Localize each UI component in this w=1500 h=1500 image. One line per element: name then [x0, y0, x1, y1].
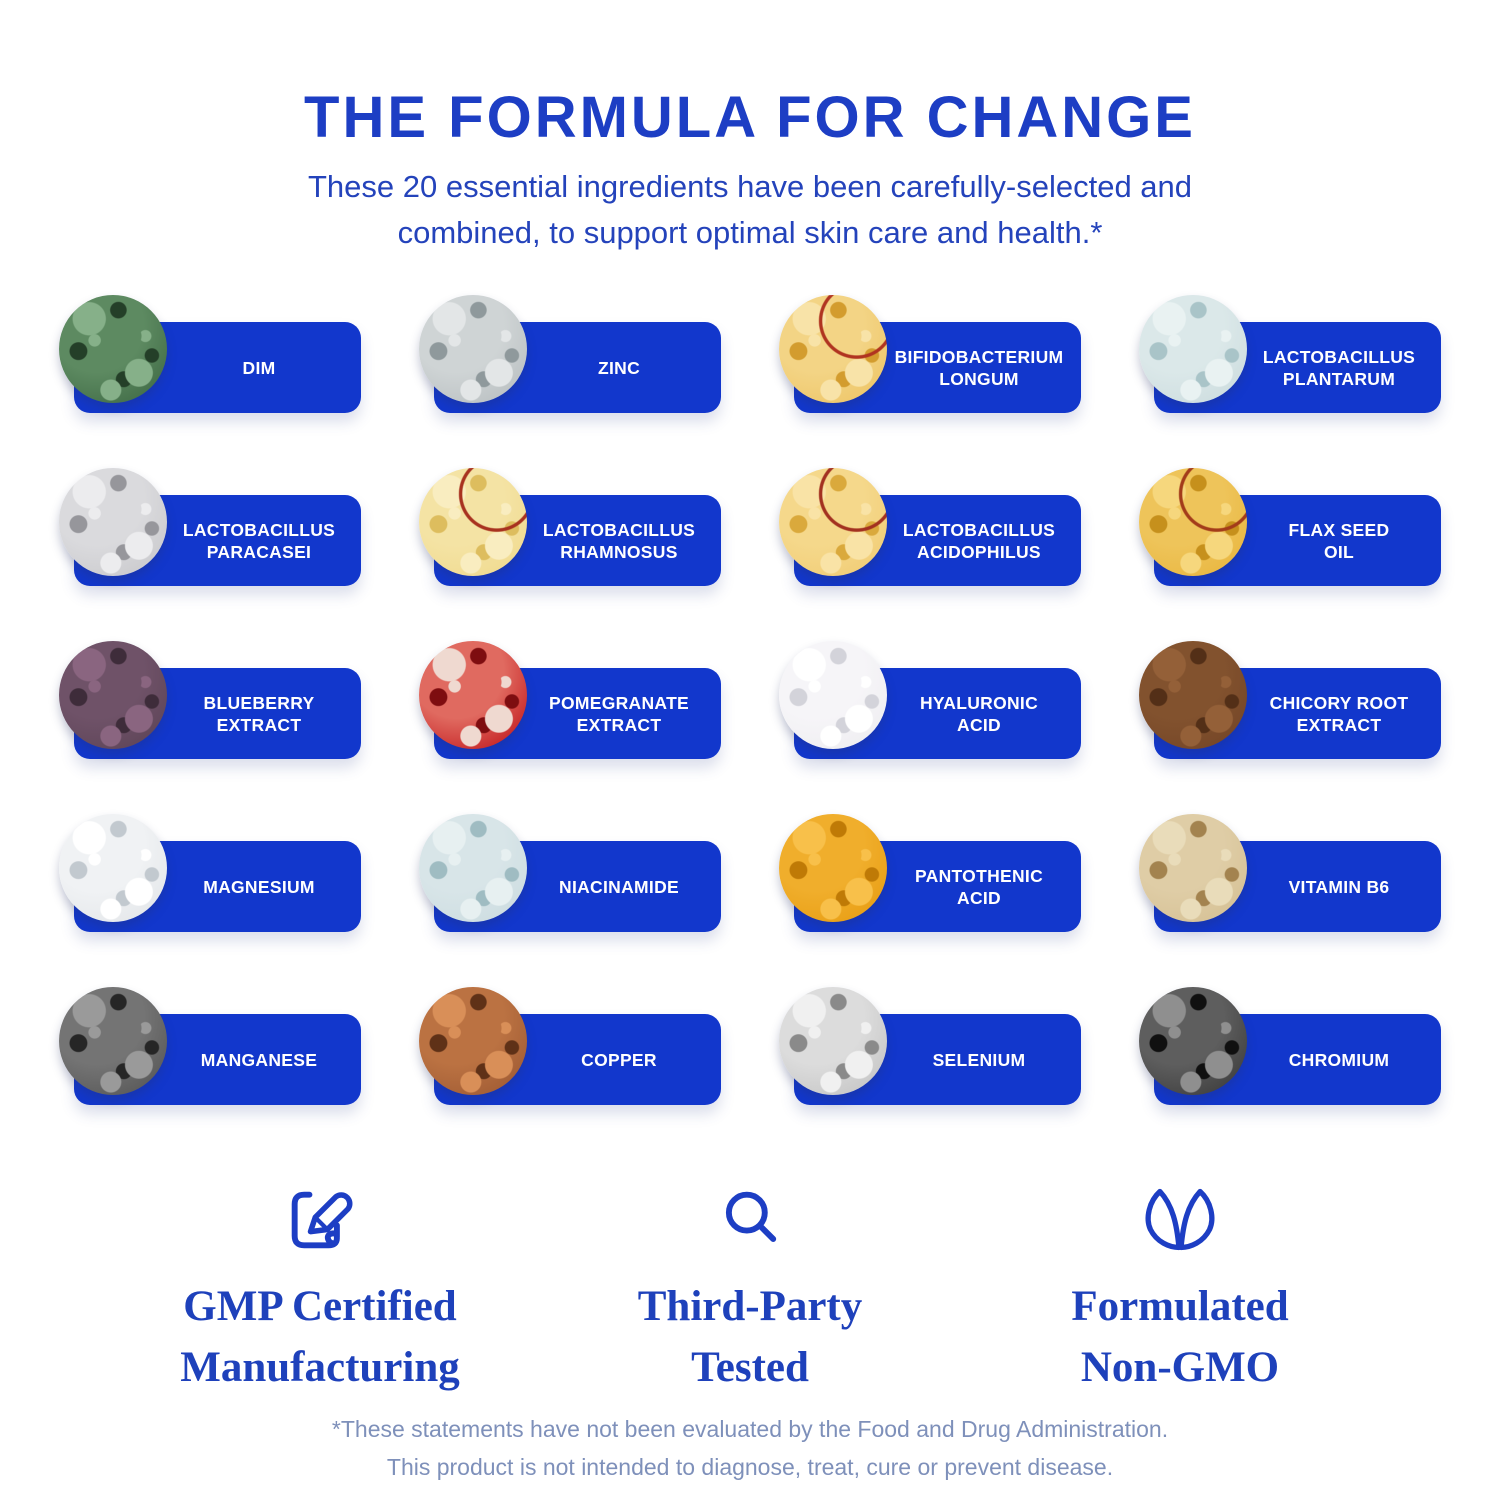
copper-label: COPPER — [581, 1049, 657, 1070]
chicory-root-extract-label: CHICORY ROOT EXTRACT — [1269, 692, 1409, 735]
vitamin-b6-image — [1139, 814, 1247, 922]
dim-card: DIM — [59, 295, 389, 440]
lactobacillus-plantarum-label: LACTOBACILLUS PLANTARUM — [1262, 346, 1416, 389]
selenium-label: SELENIUM — [932, 1049, 1026, 1070]
badge-formulated-non-gmo-label: Formulated Non-GMO — [1071, 1283, 1289, 1392]
zinc-image — [419, 295, 527, 403]
vitamin-b6-card: VITAMIN B6 — [1139, 814, 1469, 959]
manganese-image — [59, 987, 167, 1095]
lactobacillus-rhamnosus-card: LACTOBACILLUS RHAMNOSUS — [419, 468, 749, 613]
selenium-image — [779, 987, 887, 1095]
chromium-card: CHROMIUM — [1139, 987, 1469, 1132]
badge-gmp-certified: GMP Certified Manufacturing — [150, 1182, 490, 1398]
hyaluronic-acid-card: HYALURONIC ACID — [779, 641, 1109, 786]
lactobacillus-paracasei-card: LACTOBACILLUS PARACASEI — [59, 468, 389, 613]
copper-card: COPPER — [419, 987, 749, 1132]
chicory-root-extract-image — [1139, 641, 1247, 749]
badge-formulated-non-gmo: Formulated Non-GMO — [1010, 1182, 1350, 1398]
bifidobacterium-longum-card: BIFIDOBACTERIUM LONGUM — [779, 295, 1109, 440]
lactobacillus-acidophilus-label: LACTOBACILLUS ACIDOPHILUS — [902, 519, 1056, 562]
badge-gmp-certified-label: GMP Certified Manufacturing — [180, 1283, 460, 1392]
niacinamide-image — [419, 814, 527, 922]
blueberry-extract-label: BLUEBERRY EXTRACT — [203, 692, 315, 735]
badge-third-party-tested: Third-Party Tested — [580, 1182, 920, 1398]
flax-seed-oil-image — [1139, 468, 1247, 576]
niacinamide-label: NIACINAMIDE — [559, 876, 679, 897]
pomegranate-extract-label: POMEGRANATE EXTRACT — [548, 692, 690, 735]
chicory-root-extract-card: CHICORY ROOT EXTRACT — [1139, 641, 1469, 786]
hyaluronic-acid-image — [779, 641, 887, 749]
pantothenic-acid-card: PANTOTHENIC ACID — [779, 814, 1109, 959]
lactobacillus-paracasei-label: LACTOBACILLUS PARACASEI — [182, 519, 336, 562]
bifidobacterium-longum-image — [779, 295, 887, 403]
lactobacillus-plantarum-image — [1139, 295, 1247, 403]
flax-seed-oil-card: FLAX SEED OIL — [1139, 468, 1469, 613]
chromium-image — [1139, 987, 1247, 1095]
magnesium-card: MAGNESIUM — [59, 814, 389, 959]
page-title: THE FORMULA FOR CHANGE — [304, 85, 1196, 150]
dim-image — [59, 295, 167, 403]
chromium-label: CHROMIUM — [1288, 1049, 1390, 1070]
pomegranate-extract-image — [419, 641, 527, 749]
lactobacillus-rhamnosus-label: LACTOBACILLUS RHAMNOSUS — [542, 519, 696, 562]
lactobacillus-rhamnosus-image — [419, 468, 527, 576]
manganese-card: MANGANESE — [59, 987, 389, 1132]
certification-badges: GMP Certified Manufacturing Third-Party … — [150, 1182, 1350, 1398]
blueberry-extract-card: BLUEBERRY EXTRACT — [59, 641, 389, 786]
niacinamide-card: NIACINAMIDE — [419, 814, 749, 959]
disclaimer: *These statements have not been evaluate… — [0, 1410, 1500, 1486]
zinc-label: ZINC — [597, 357, 641, 378]
page-subtitle: These 20 essential ingredients have been… — [307, 169, 1193, 250]
badge-third-party-tested-label: Third-Party Tested — [637, 1283, 863, 1392]
copper-image — [419, 987, 527, 1095]
magnifier-icon — [725, 1191, 777, 1242]
pencil-square-icon — [291, 1191, 353, 1249]
pomegranate-extract-card: POMEGRANATE EXTRACT — [419, 641, 749, 786]
disclaimer-line-2: This product is not intended to diagnose… — [386, 1454, 1114, 1480]
vitamin-b6-label: VITAMIN B6 — [1288, 876, 1390, 897]
flax-seed-oil-label: FLAX SEED OIL — [1288, 519, 1390, 562]
magnesium-label: MAGNESIUM — [203, 876, 315, 897]
pantothenic-acid-label: PANTOTHENIC ACID — [914, 865, 1044, 908]
lactobacillus-acidophilus-image — [779, 468, 887, 576]
lactobacillus-plantarum-card: LACTOBACILLUS PLANTARUM — [1139, 295, 1469, 440]
dim-label: DIM — [242, 357, 276, 378]
selenium-card: SELENIUM — [779, 987, 1109, 1132]
blueberry-extract-image — [59, 641, 167, 749]
zinc-card: ZINC — [419, 295, 749, 440]
magnesium-image — [59, 814, 167, 922]
lactobacillus-paracasei-image — [59, 468, 167, 576]
lactobacillus-acidophilus-card: LACTOBACILLUS ACIDOPHILUS — [779, 468, 1109, 613]
manganese-label: MANGANESE — [200, 1049, 318, 1070]
bifidobacterium-longum-label: BIFIDOBACTERIUM LONGUM — [894, 346, 1064, 389]
disclaimer-line-1: *These statements have not been evaluate… — [331, 1416, 1169, 1442]
pantothenic-acid-image — [779, 814, 887, 922]
hyaluronic-acid-label: HYALURONIC ACID — [919, 692, 1039, 735]
leaves-icon — [1145, 1188, 1215, 1251]
